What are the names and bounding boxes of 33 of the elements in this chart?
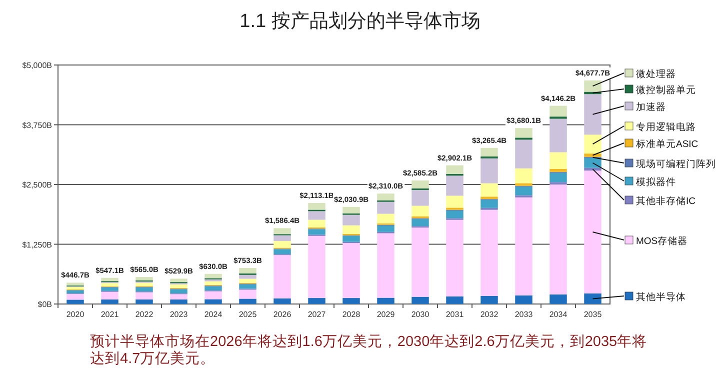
legend-label: 其他半导体 (636, 291, 686, 303)
legend-label: MOS存储器 (636, 235, 688, 247)
x-tick-label: 2028 (342, 310, 361, 319)
y-tick-label: $1,250B (22, 240, 52, 250)
x-tick-label: 2034 (549, 310, 568, 319)
x-tick-label: 2033 (514, 310, 534, 319)
y-tick-label: $0B (38, 300, 52, 309)
legend-label: 加速器 (636, 101, 666, 113)
y-tick-label: $5,000B (22, 61, 52, 70)
x-tick-label: 2035 (584, 310, 602, 319)
legend-label: 微处理器 (636, 68, 676, 80)
x-tick-label: 2030 (411, 310, 430, 319)
y-tick-label: $2,500B (22, 180, 52, 190)
x-tick-label: 2031 (446, 310, 464, 319)
x-tick-label: 2020 (66, 310, 85, 319)
x-tick-label: 2023 (170, 310, 188, 319)
x-tick-label: 2029 (376, 310, 396, 319)
x-tick-label: 2032 (480, 310, 499, 319)
legend-label: 现场可编程门阵列 (636, 158, 716, 170)
x-tick-label: 2022 (135, 310, 154, 319)
x-tick-label: 2027 (308, 310, 326, 319)
x-tick-label: 2025 (238, 310, 258, 319)
legend-label: 专用逻辑电路 (636, 121, 696, 133)
legend-label: 模拟器件 (636, 176, 676, 188)
legend-label: 其他非存储IC (636, 195, 696, 207)
chart-title: 1.1 按产品划分的半导体市场 (238, 10, 482, 34)
y-tick-label: $3,750B (22, 120, 52, 130)
legend-label: 标准单元ASIC (635, 138, 698, 150)
legend-label: 微控制器单元 (636, 84, 696, 96)
x-tick-label: 2021 (100, 310, 120, 319)
x-tick-label: 2024 (204, 310, 223, 319)
x-tick-label: 2026 (273, 310, 292, 319)
text: 预计半导体市场在2026年将达到1.6万亿美元，2030年达到2.6万亿美元，到2035年将达到4.7万亿美元。 (90, 334, 648, 368)
